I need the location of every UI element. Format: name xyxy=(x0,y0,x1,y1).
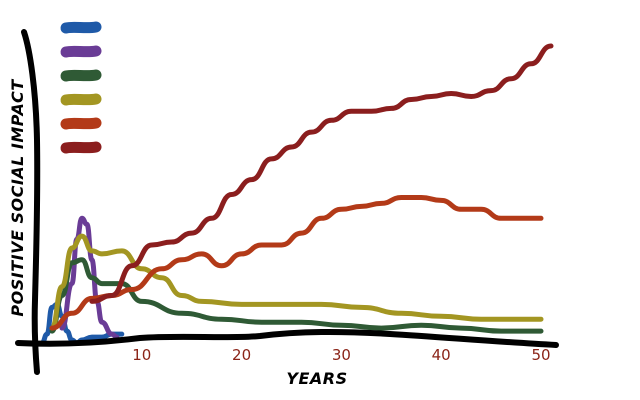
y-axis-title: POSITIVE SOCIAL IMPACT xyxy=(8,79,27,317)
y-axis-line xyxy=(21,29,41,375)
series-line-5 xyxy=(49,194,544,331)
x-tick-labels: 10 20 30 40 50 xyxy=(132,346,550,364)
series-line-1 xyxy=(39,301,125,346)
series-layer xyxy=(39,43,554,346)
legend-swatch-1 xyxy=(60,21,102,34)
legend-swatch-6 xyxy=(60,141,102,154)
series-line-4 xyxy=(49,233,544,331)
x-tick-label: 50 xyxy=(531,346,550,364)
legend-swatch-3 xyxy=(60,69,102,82)
x-axis-line xyxy=(15,328,559,348)
x-tick-label: 30 xyxy=(332,346,351,364)
x-axis-title: YEARS xyxy=(286,369,347,388)
legend xyxy=(60,21,102,154)
series-line-3 xyxy=(49,257,544,334)
x-tick-label: 10 xyxy=(132,346,151,364)
x-tick-label: 40 xyxy=(432,346,451,364)
x-tick-label: 20 xyxy=(232,346,251,364)
legend-swatch-5 xyxy=(60,117,102,130)
legend-swatch-4 xyxy=(60,93,102,106)
legend-swatch-2 xyxy=(60,45,102,58)
series-line-6 xyxy=(89,43,554,304)
